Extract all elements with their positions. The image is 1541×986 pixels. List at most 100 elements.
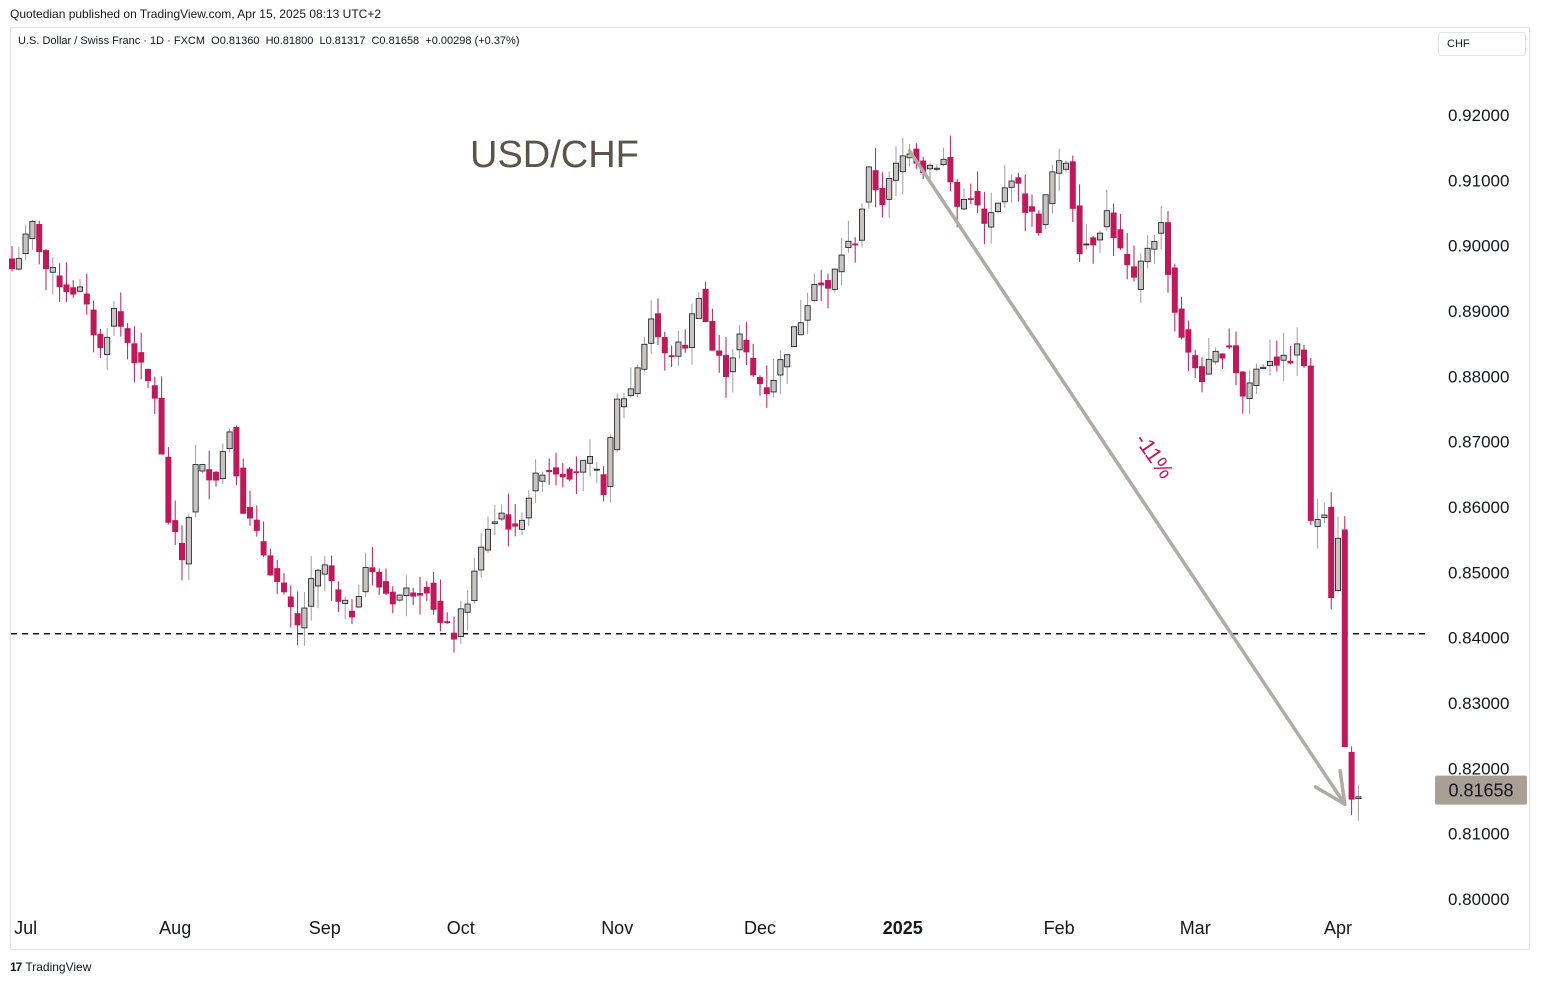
candle-body [1321,514,1328,519]
candle-body [702,288,709,323]
candle [1314,498,1321,549]
candle-body [546,469,553,473]
candle-body [723,355,730,378]
candle-body [1063,162,1070,170]
time-tick-label: Jul [14,918,37,938]
candle-body [342,599,349,604]
candle-body [743,339,750,353]
candle-body [1205,358,1212,375]
candle-body [593,468,600,471]
candle [1205,337,1212,375]
candle [580,460,587,492]
candle [519,512,526,535]
candle [750,343,757,377]
candle-body [423,586,430,594]
candle-body [124,328,131,343]
candle [83,273,90,315]
candle-body [716,350,723,356]
candle [1008,174,1015,203]
candle-body [1178,308,1185,338]
candle-body [865,166,872,203]
candle [566,466,573,482]
candle-body [1307,365,1314,521]
candle [1260,363,1267,370]
candle [246,490,253,526]
candle-body [158,397,165,455]
candle [430,571,437,615]
candle [1355,785,1362,821]
candle-body [784,354,791,368]
tradingview-logo[interactable]: 17 TradingView [10,960,91,974]
candle-body [240,467,247,514]
candle [1035,210,1042,236]
candle-body [403,587,410,597]
candle [294,591,301,646]
candle-body [553,467,560,475]
time-tick-label: Nov [601,918,633,938]
last-price-tag-bg [1435,775,1527,805]
candle [1056,148,1063,191]
candle [587,439,594,477]
candle [369,546,376,586]
time-axis[interactable]: Jul Aug Sep Oct Nov Dec 2025 Feb Mar Apr [14,918,1352,938]
price-tick-label: 0.80000 [1448,890,1509,909]
candle-body [621,398,628,408]
candle [382,568,389,596]
candle-body [430,582,437,610]
candle [355,584,362,608]
open-value: O0.81360 [211,35,260,47]
candle [22,224,29,261]
published-by-line: Quotedian published on TradingView.com, … [10,7,382,21]
candle [655,298,662,346]
candle-body [947,156,954,183]
close-value: C0.81658 [371,35,420,47]
candle-body [396,594,403,601]
currency-selector[interactable]: CHF [1438,32,1526,56]
candle-body [961,199,968,210]
candle-body [927,164,934,170]
candle-body [648,318,655,344]
candle-body [77,286,84,292]
candle [797,299,804,336]
candle [682,329,689,353]
candle-body [1001,187,1008,203]
candle-body [838,254,845,273]
candle [362,552,369,598]
candle [1233,331,1240,386]
candle-body [634,367,641,394]
time-tick-label: Oct [447,918,475,938]
trend-arrow-head [1313,768,1347,807]
candle-body [36,223,43,253]
candle [1158,205,1165,250]
time-tick-label: Aug [159,918,191,938]
candle [90,300,97,353]
candle-body [1192,355,1199,369]
candle [974,171,981,214]
candle-body [233,426,240,477]
candle [498,504,505,521]
candle-body [682,344,689,349]
candle-body [641,343,648,370]
candle [1069,155,1076,222]
price-axis[interactable]: 0.92000 0.91000 0.90000 0.89000 0.88000 0.870… [1448,106,1509,909]
candle [784,354,791,384]
candle [1063,160,1070,172]
candle [546,458,553,485]
last-price-tag-label: 0.81658 [1448,781,1513,801]
price-tick-label: 0.83000 [1448,694,1509,713]
candle [1273,340,1280,372]
candle [954,178,961,228]
candle-body [49,266,56,273]
candle [328,555,335,601]
candle [988,192,995,244]
candle-body [1131,266,1138,278]
candle [410,587,417,606]
candle-body [498,512,505,520]
candle-body [1335,537,1342,591]
candle-body [661,337,668,354]
symbol-name[interactable]: U.S. Dollar / Swiss Franc · 1D · FXCM [18,35,206,47]
candle [212,471,219,487]
candle-body [1219,353,1226,359]
candle [450,616,457,653]
